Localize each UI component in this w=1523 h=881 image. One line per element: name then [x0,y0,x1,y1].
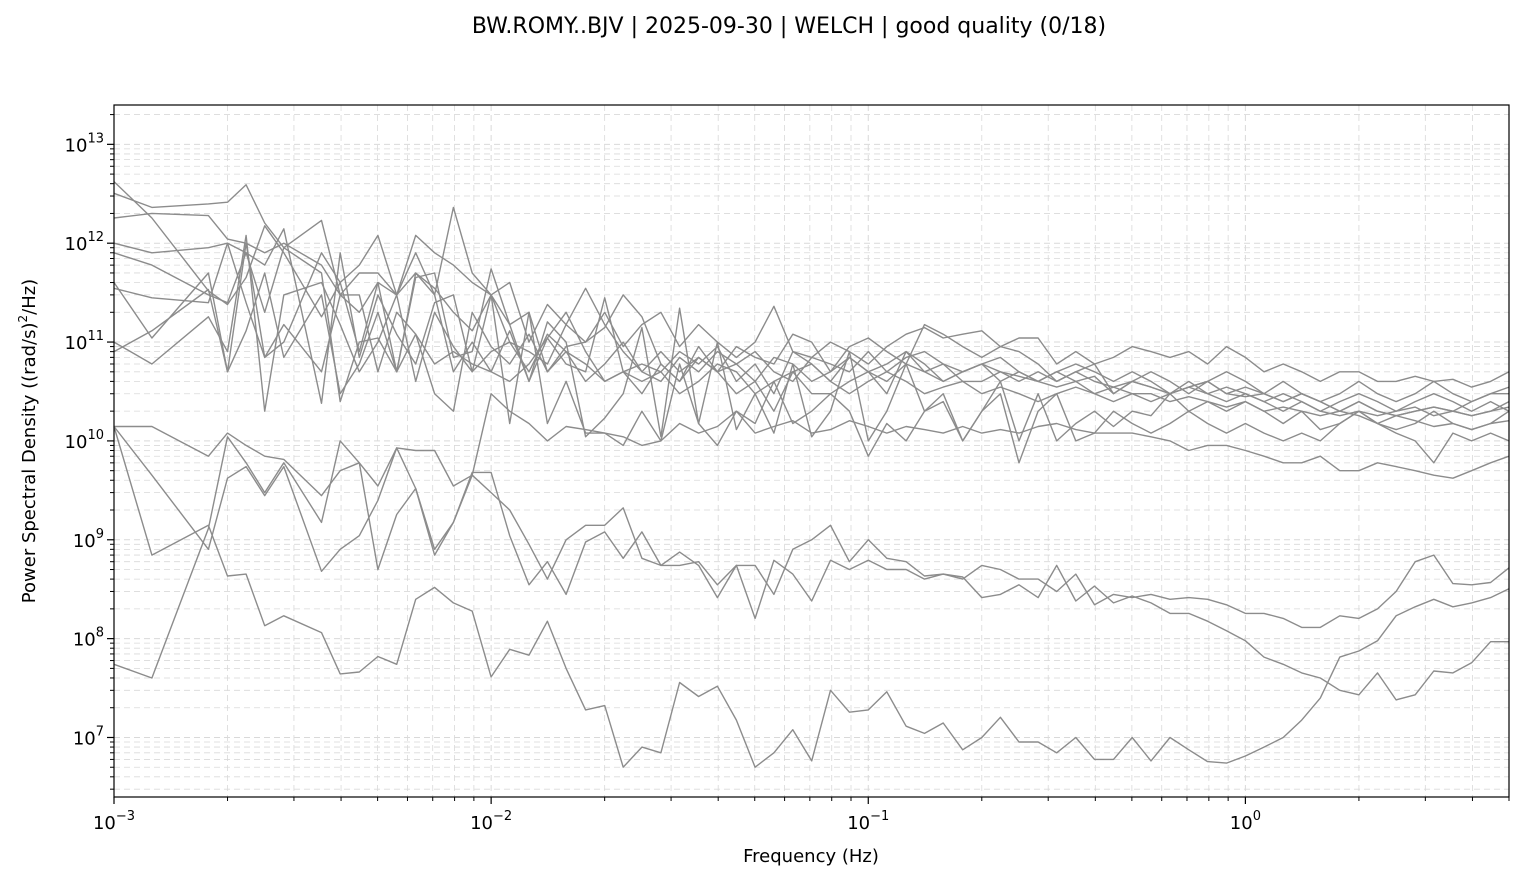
grid [113,105,1510,797]
psd-series-line-9 [113,234,1510,464]
x-tick-label: 10−1 [847,809,889,834]
psd-series-line-8 [113,272,1510,442]
chart-title: BW.ROMY..BJV | 2025-09-30 | WELCH | good… [472,14,1106,39]
x-tick-label: 10−2 [470,809,512,834]
x-axis-label: Frequency (Hz) [743,846,879,867]
y-axis-label-tail: /Hz) [19,279,40,315]
psd-series-line-1 [113,181,1510,403]
y-tick-label: 1013 [65,131,104,156]
y-tick-label: 1012 [65,230,104,255]
y-axis-label: Power Spectral Density ((rad/s)2/Hz) [16,279,40,603]
x-tick-label: 10−3 [93,809,135,834]
plot-frame [113,104,1510,798]
y-axis-label-sup: 2 [16,315,30,323]
y-tick-label: 109 [73,527,104,552]
y-tick-label: 1011 [65,329,104,354]
y-tick-label: 107 [73,724,104,749]
psd-series-line-13 [113,426,1509,701]
y-axis-label-main: Power Spectral Density ((rad/s) [19,323,40,604]
psd-series-line-3 [113,212,1510,412]
psd-series-line-7 [113,242,1510,431]
axes: 10−3 10−2 10−1 100 107 108 109 1010 1011 1012 1013 [65,104,1510,834]
psd-series-line-11 [113,426,1510,768]
series-lines [113,181,1510,768]
psd-series-line-10 [114,393,1510,497]
y-tick-label: 108 [73,626,104,651]
psd-series-line-12 [113,436,1510,679]
x-tick-label: 100 [1230,809,1261,834]
y-tick-label: 1010 [65,428,104,453]
